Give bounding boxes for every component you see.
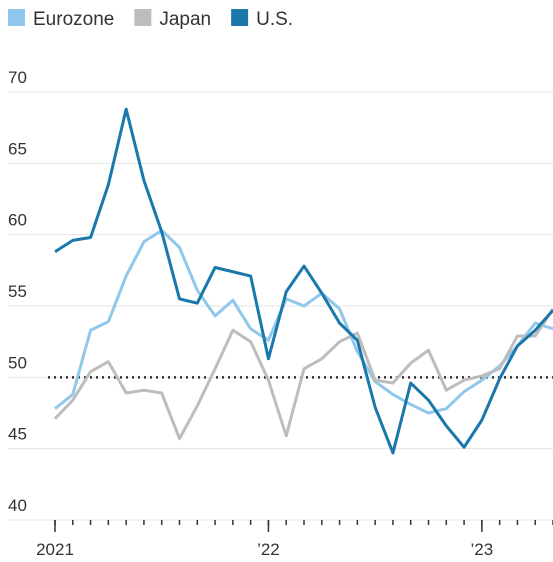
legend-swatch (8, 9, 25, 26)
series-line (54, 107, 553, 455)
series-line (53, 308, 553, 441)
y-tick-label: 45 (8, 425, 27, 444)
legend-swatch (134, 9, 152, 26)
x-tick-label: ’23 (471, 540, 494, 559)
y-tick-label: 70 (8, 68, 27, 87)
legend: Eurozone Japan U.S. (8, 9, 293, 30)
y-tick-label: 60 (8, 211, 27, 230)
y-tick-label: 40 (8, 496, 27, 515)
legend-label: Japan (159, 9, 211, 30)
legend-label: U.S. (256, 9, 293, 30)
y-tick-label: 55 (8, 282, 27, 301)
legend-label: Eurozone (33, 9, 114, 30)
y-tick-label: 50 (8, 353, 27, 372)
x-tick-label: 2021 (36, 540, 74, 559)
legend-swatch (231, 9, 249, 26)
series-line (54, 228, 553, 415)
y-tick-label: 65 (8, 139, 27, 158)
x-tick-label: ’22 (257, 540, 280, 559)
